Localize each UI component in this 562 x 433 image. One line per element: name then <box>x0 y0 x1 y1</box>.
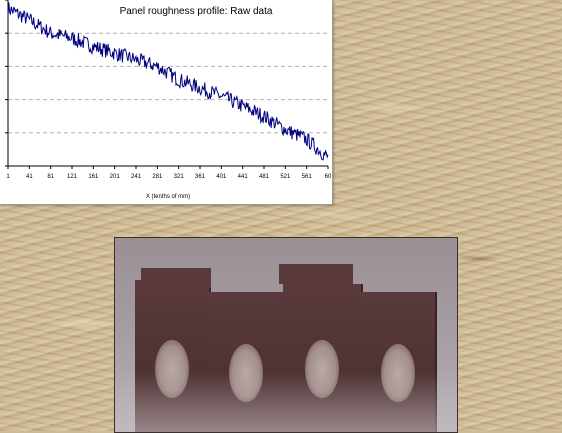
x-tick-label: 401 <box>216 174 227 180</box>
x-tick-label: 81 <box>47 174 54 180</box>
sample-blocks-photo <box>114 237 458 433</box>
x-tick-label: 241 <box>131 174 142 180</box>
x-tick-label: 121 <box>67 174 78 180</box>
x-tick-label: 281 <box>152 174 163 180</box>
x-tick-label: 521 <box>280 174 291 180</box>
x-tick-label: 561 <box>302 174 313 180</box>
x-axis-label: X (tenths of mm) <box>146 194 190 200</box>
x-tick-label: 1 <box>6 174 10 180</box>
x-tick-label: 481 <box>259 174 270 180</box>
x-tick-label: 161 <box>88 174 99 180</box>
sample-block-tab <box>141 268 211 288</box>
sample-block-tab <box>279 264 353 284</box>
x-tick-label: 201 <box>110 174 121 180</box>
roughness-chart: Panel roughness profile: Raw data 1 41 81 1… <box>0 0 333 205</box>
x-tick-label: 41 <box>26 174 33 180</box>
series-line-roughness <box>7 2 329 161</box>
chart-title: Panel roughness profile: Raw data <box>120 6 273 17</box>
x-tick-label: 60 <box>325 174 332 180</box>
x-tick-label: 321 <box>174 174 185 180</box>
x-axis-ticks: 1 41 81 121 161 201 241 281 321 361 401 441 481 521 56… <box>6 166 332 180</box>
x-tick-label: 441 <box>238 174 249 180</box>
grid-lines <box>8 32 328 134</box>
chart-svg: Panel roughness profile: Raw data 1 41 81 1… <box>5 0 332 200</box>
photo-haze <box>115 372 457 432</box>
x-tick-label: 361 <box>195 174 206 180</box>
